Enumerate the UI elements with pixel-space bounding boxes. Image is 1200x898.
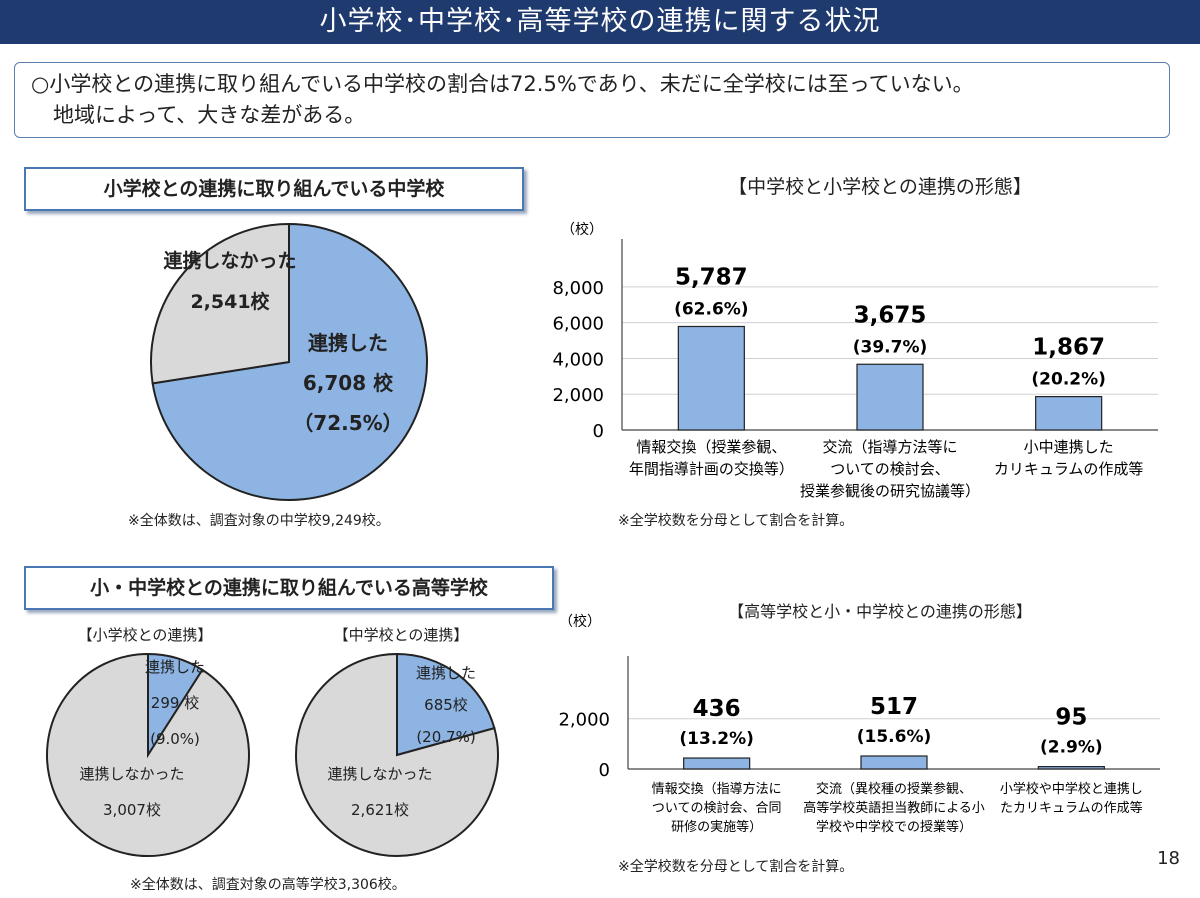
high-total-note: ※全体数は、調査対象の高等学校3,306校。 — [130, 877, 406, 893]
middle-bar-ytick-4: 8,000 — [552, 278, 604, 299]
high-bar-category-0-1: ついての検討会、合同 — [652, 800, 782, 816]
middle-bar-value-label-0: 5,787 — [675, 264, 748, 290]
summary-box: ○小学校との連携に取り組んでいる中学校の割合は72.5%であり、未だに全学校には… — [14, 62, 1170, 138]
high-bar-category-1-2: 学校や中学校での授業等） — [816, 819, 972, 835]
high-pie-middle-label-0-2: (20.7%) — [416, 728, 475, 746]
middle-bar-ytick-1: 2,000 — [552, 385, 604, 406]
high-pie-middle-slice-1 — [295, 652, 499, 857]
middle-pie-slice-1 — [150, 222, 290, 385]
high-bar-ytick-1: 2,000 — [558, 710, 610, 731]
high-bar-ytick-0: 0 — [599, 760, 610, 781]
high-bar-category-2-1: たカリキュラムの作成等 — [1000, 800, 1143, 816]
high-pie-elementary-label-1-1: 3,007校 — [103, 801, 161, 819]
high-bar-value-label-1: 517 — [870, 694, 918, 720]
high-bar-bar-2 — [1037, 766, 1105, 770]
middle-bar-ytick-2: 4,000 — [552, 349, 604, 370]
middle-total-note: ※全体数は、調査対象の中学校9,249校。 — [128, 513, 390, 529]
high-bar-value-label-2: 95 — [1055, 705, 1087, 731]
middle-bar-bar-0 — [677, 325, 745, 431]
high-bar-category-1-0: 交流（異校種の授業参観、 — [816, 781, 972, 797]
summary-line-1: ○小学校との連携に取り組んでいる中学校の割合は72.5%であり、未だに全学校には… — [31, 72, 974, 96]
high-pie-middle-label-1-1: 2,621校 — [351, 801, 409, 819]
high-pie-elementary-label-0-2: (9.0%) — [150, 730, 200, 748]
middle-school-section-title: 小学校との連携に取り組んでいる中学校 — [24, 167, 524, 211]
page-title: 小学校･中学校･高等学校の連携に関する状況 — [0, 0, 1200, 44]
middle-pie-label-0-1: 6,708 校 — [303, 371, 394, 395]
middle-bar-category-1-1: ついての検討会、 — [830, 460, 950, 478]
middle-bar-ytick-0: 0 — [593, 421, 604, 442]
high-pie2-title: 【中学校との連携】 — [333, 626, 469, 644]
high-bar-bar-0 — [683, 757, 751, 770]
high-school-section-title: 小・中学校との連携に取り組んでいる高等学校 — [24, 566, 554, 610]
high-bar-pct-label-1: (15.6%) — [857, 727, 932, 747]
middle-bar-pct-label-2: (20.2%) — [1031, 370, 1106, 390]
high-bar-pct-label-2: (2.9%) — [1040, 738, 1103, 758]
high-pie-middle-slice-0 — [396, 652, 496, 757]
ratio-note-top: ※全学校数を分母として割合を計算。 — [618, 513, 854, 529]
middle-bar-bar-2 — [1035, 396, 1103, 431]
middle-bar-category-0-0: 情報交換（授業参観、 — [636, 438, 786, 456]
high-pie-elementary-label-1-0: 連携しなかった — [79, 765, 184, 783]
high-pie-middle-label-1-0: 連携しなかった — [327, 765, 432, 783]
middle-bar-ylabel: （校） — [561, 221, 603, 238]
middle-bar-bar-1 — [856, 363, 924, 431]
high-pie-middle-label-0-0: 連携した — [416, 664, 476, 682]
middle-bar-category-2-0: 小中連携した — [1024, 438, 1114, 456]
middle-bar-ytick-3: 6,000 — [552, 314, 604, 335]
middle-bar-value-label-2: 1,867 — [1032, 335, 1105, 361]
high-bar-category-0-0: 情報交換（指導方法に — [652, 781, 782, 797]
high-pie-elementary-slice-1 — [46, 652, 250, 857]
middle-bar-category-2-1: カリキュラムの作成等 — [994, 460, 1144, 478]
ratio-note-bottom: ※全学校数を分母として割合を計算。 — [618, 859, 854, 875]
high-bar-value-label-0: 436 — [693, 696, 741, 722]
middle-bar-category-0-1: 年間指導計画の交換等） — [629, 460, 794, 478]
middle-bar-chart-title: 【中学校と小学校との連携の形態】 — [728, 176, 1032, 198]
middle-pie-label-0-0: 連携した — [308, 331, 388, 355]
middle-pie-label-1-1: 2,541校 — [190, 290, 270, 313]
middle-bar-pct-label-1: (39.7%) — [853, 337, 928, 357]
summary-line-2: 地域によって、大きな差がある。 — [53, 103, 366, 127]
high-bar-chart-title: 【高等学校と小・中学校との連携の形態】 — [728, 602, 1032, 621]
page-number: 18 — [1157, 848, 1180, 869]
middle-bar-value-label-1: 3,675 — [854, 302, 927, 328]
high-pie-elementary-label-0-1: 299 校 — [151, 694, 199, 712]
high-bar-bar-1 — [860, 755, 928, 770]
middle-pie-label-0-2: （72.5%） — [293, 411, 402, 435]
high-bar-category-0-2: 研修の実施等） — [671, 819, 762, 835]
high-bar-category-2-0: 小学校や中学校と連携し — [1000, 781, 1143, 797]
middle-bar-category-1-2: 授業参観後の研究協議等） — [800, 482, 980, 500]
middle-pie-label-1-0: 連携しなかった — [163, 249, 296, 272]
high-pie1-title: 【小学校との連携】 — [77, 626, 213, 644]
high-pie-middle-label-0-1: 685校 — [424, 696, 468, 714]
high-bar-ylabel: （校） — [559, 613, 601, 630]
high-bar-pct-label-0: (13.2%) — [679, 729, 754, 749]
high-bar-category-1-1: 高等学校英語担当教師による小 — [803, 800, 985, 816]
middle-bar-category-1-0: 交流（指導方法等に — [822, 438, 957, 456]
middle-bar-pct-label-0: (62.6%) — [674, 299, 749, 319]
high-pie-elementary-label-0-0: 連携した — [145, 658, 205, 676]
